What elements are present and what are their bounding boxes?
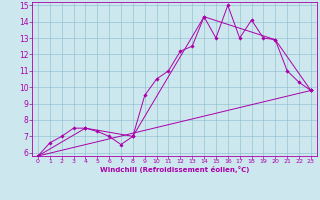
X-axis label: Windchill (Refroidissement éolien,°C): Windchill (Refroidissement éolien,°C) bbox=[100, 166, 249, 173]
